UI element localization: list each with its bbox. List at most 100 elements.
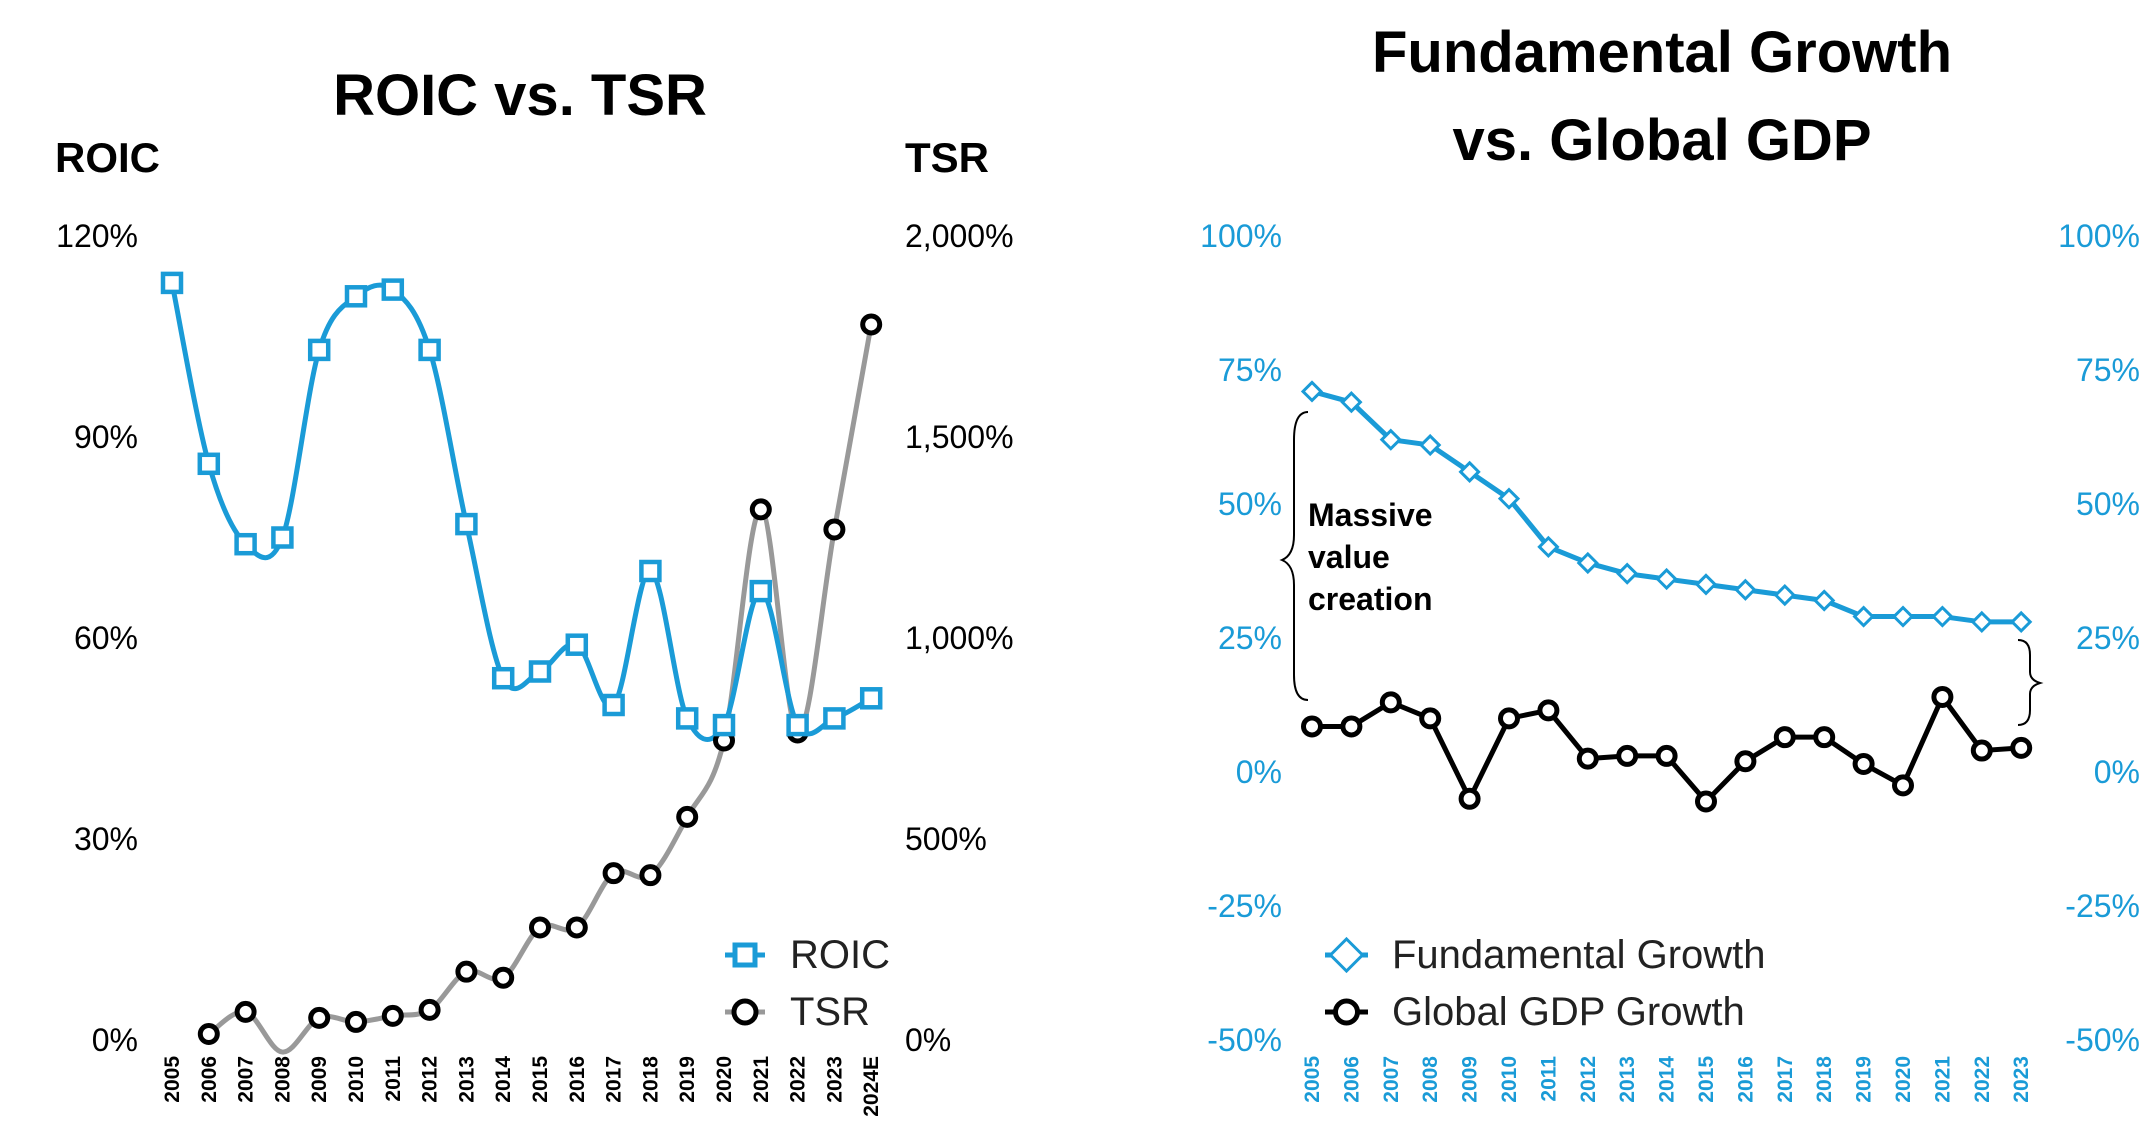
gdp-point xyxy=(1970,739,1993,762)
right-axis-tick-label: 1,000% xyxy=(905,620,1014,656)
left-axis-tick-label: -25% xyxy=(1207,888,1282,924)
legend-fundamental-marker xyxy=(1328,936,1365,974)
x-axis-tick-label: 2021 xyxy=(750,1056,773,1103)
x-axis-ticks: 2005 2006 2007 2008 2009 2010 2011 2012 2013 2014… xyxy=(1301,1056,2033,1103)
roic-point xyxy=(160,271,184,295)
fundamental-point xyxy=(2010,610,2033,634)
left-axis-tick-label: 60% xyxy=(74,620,138,656)
gdp-point xyxy=(1379,691,1402,714)
tsr-point xyxy=(492,966,515,989)
gdp-point xyxy=(1458,787,1481,810)
fundamental-point xyxy=(1970,610,1993,634)
tsr-point xyxy=(565,916,588,939)
roic-point xyxy=(455,512,478,536)
chart-title-line1: Fundamental Growth xyxy=(1372,20,1952,85)
tsr-point xyxy=(823,518,846,541)
legend-gdp-label: Global GDP Growth xyxy=(1392,990,1745,1034)
tsr-point xyxy=(529,916,551,939)
x-axis-tick-label: 2011 xyxy=(1537,1056,1560,1102)
tsr-point xyxy=(639,864,662,887)
annotation-line-3: creation xyxy=(1308,581,1432,617)
tsr-point xyxy=(860,313,883,336)
x-axis-tick-label: 2016 xyxy=(1734,1056,1757,1103)
x-axis-tick-label: 2011 xyxy=(382,1056,405,1102)
x-axis-tick-label: 2017 xyxy=(1774,1056,1797,1103)
fundamental-point xyxy=(1694,573,1718,596)
legend: ROIC TSR xyxy=(725,933,890,1034)
x-axis-tick-label: 2020 xyxy=(713,1056,736,1103)
x-axis-tick-label: 2020 xyxy=(1892,1056,1915,1103)
right-axis-tick-label: 0% xyxy=(2094,754,2140,790)
right-axis-ticks: 0% 500% 1,000% 1,500% 2,000% xyxy=(905,218,1014,1058)
legend-fundamental-label: Fundamental Growth xyxy=(1392,933,1766,977)
tsr-point xyxy=(602,862,625,885)
left-axis-tick-label: 90% xyxy=(74,419,138,455)
left-axis-tick-label: -50% xyxy=(1207,1022,1282,1058)
left-axis-title: ROIC xyxy=(55,134,160,181)
gdp-point xyxy=(1340,715,1363,738)
fundamental-point xyxy=(1931,605,1954,628)
x-axis-tick-label: 2019 xyxy=(1853,1056,1876,1103)
gdp-point xyxy=(1813,726,1836,749)
fundamental-point xyxy=(1813,589,1836,612)
roic-point xyxy=(271,526,294,549)
x-axis-tick-label: 2019 xyxy=(676,1056,699,1103)
fundamental-point xyxy=(1576,551,1599,575)
x-axis-tick-label: 2012 xyxy=(1577,1056,1600,1103)
roic-point xyxy=(197,452,221,476)
roic-point xyxy=(786,713,809,737)
x-axis-tick-label: 2008 xyxy=(271,1056,294,1103)
left-axis-tick-label: 120% xyxy=(56,218,138,254)
left-axis-ticks: -50% -25% 0% 25% 50% 75% 100% xyxy=(1200,218,1282,1058)
fundamental-point xyxy=(1616,562,1639,585)
roic-point xyxy=(381,278,405,301)
gdp-point xyxy=(1852,752,1875,775)
fundamental-point xyxy=(1734,578,1757,601)
gdp-point xyxy=(1655,744,1678,767)
annotation-brace-left xyxy=(1279,411,1309,701)
x-axis-tick-label: 2022 xyxy=(787,1056,810,1103)
x-axis-tick-label: 2024E xyxy=(860,1056,883,1117)
roic-point xyxy=(859,687,883,710)
fundamental-point xyxy=(1655,567,1678,591)
fundamental-point xyxy=(1379,428,1402,451)
gdp-point xyxy=(1892,774,1914,797)
legend-tsr-label: TSR xyxy=(790,990,870,1034)
tsr-point xyxy=(308,1006,331,1029)
x-axis-ticks: 2005 2006 2007 2008 2009 2010 2011 2012 2013 2014… xyxy=(161,1056,883,1117)
legend: Fundamental Growth Global GDP Growth xyxy=(1325,933,1766,1034)
annotation-line-2: value xyxy=(1308,539,1390,575)
gdp-point xyxy=(1616,744,1639,767)
gdp-point xyxy=(1419,707,1442,730)
fundamental-point xyxy=(1300,380,1324,403)
roic-point xyxy=(823,707,846,730)
x-axis-tick-label: 2013 xyxy=(455,1056,478,1103)
legend-gdp-marker xyxy=(1333,998,1360,1026)
roic-point xyxy=(639,559,662,583)
fundamental-point xyxy=(1458,460,1481,483)
x-axis-tick-label: 2010 xyxy=(345,1056,368,1103)
right-axis-tick-label: -25% xyxy=(2065,888,2140,924)
annotation-massive-value-creation: Massive value creation xyxy=(1279,411,2044,726)
x-axis-tick-label: 2006 xyxy=(198,1056,221,1103)
right-axis-tick-label: 100% xyxy=(2058,218,2140,254)
roic-tsr-chart: ROIC vs. TSR ROIC TSR 0% 30% 60% 90% 120% 0%… xyxy=(55,63,1014,1117)
fundamental-point xyxy=(1340,391,1363,414)
roic-point xyxy=(528,660,552,683)
tsr-point xyxy=(749,498,772,521)
x-axis-tick-label: 2007 xyxy=(1380,1056,1403,1103)
tsr-point xyxy=(455,960,478,983)
left-axis-tick-label: 100% xyxy=(1200,218,1282,254)
right-axis-tick-label: 0% xyxy=(905,1022,951,1058)
roic-point xyxy=(307,338,331,362)
roic-point xyxy=(712,713,736,737)
annotation-brace-right xyxy=(2017,639,2044,726)
tsr-series-line xyxy=(207,323,874,1055)
roic-point xyxy=(602,693,625,717)
x-axis-tick-label: 2008 xyxy=(1419,1056,1442,1103)
x-axis-tick-label: 2017 xyxy=(603,1056,626,1103)
fundamental-point xyxy=(1537,535,1560,559)
series-group xyxy=(160,271,883,1055)
right-axis-tick-label: -50% xyxy=(2065,1022,2140,1058)
